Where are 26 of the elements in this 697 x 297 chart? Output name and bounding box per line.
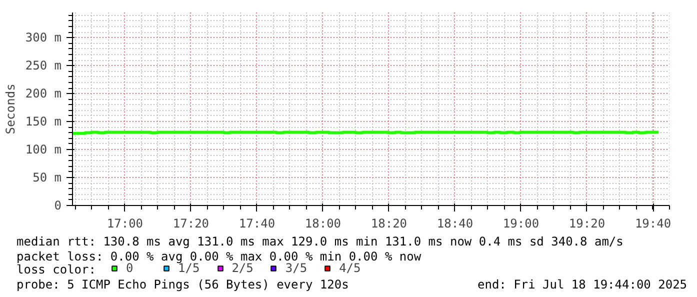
y-tick-label: 150 m <box>25 114 62 129</box>
y-tick-label: 50 m <box>32 170 62 185</box>
y-tick-label: 100 m <box>25 142 62 157</box>
y-tick-label: 300 m <box>25 30 62 45</box>
x-tick-label: 17:00 <box>106 216 144 230</box>
legend-label: 2/5 <box>232 261 254 275</box>
x-tick-label: 17:20 <box>172 216 210 230</box>
text: median rtt: 130.8 ms avg 131.0 ms max 129.0 ms min 131.0 ms now 0.4 ms sd 340.8 am/s <box>16 234 624 248</box>
legend-label: 3/5 <box>285 261 308 275</box>
x-tick-label: 18:40 <box>436 216 474 230</box>
legend-label: 0 <box>126 261 134 275</box>
x-tick-label: 19:40 <box>634 216 672 230</box>
x-tick-label: 17:40 <box>238 216 276 230</box>
x-tick-label: 19:20 <box>568 216 606 230</box>
legend-label: 4/5 <box>339 261 361 275</box>
y-axis-title: Seconds <box>3 84 18 134</box>
y-tick-label: 200 m <box>25 86 62 101</box>
x-tick-label: 18:00 <box>304 216 342 230</box>
text: packet loss: 0.00 % avg 0.00 % max 0.00 % min 0.00 % now <box>16 250 422 264</box>
x-tick-label: 19:00 <box>502 216 540 230</box>
legend-title: loss color: <box>16 262 96 276</box>
y-tick-label: 250 m <box>25 58 62 73</box>
y-tick-label: 0 <box>54 198 62 212</box>
text: probe: 5 ICMP Echo Pings (56 Bytes) every 120s <box>16 278 349 292</box>
text: end: Fri Jul 18 19:44:00 2025 <box>478 278 688 292</box>
x-tick-label: 18:20 <box>370 216 408 230</box>
